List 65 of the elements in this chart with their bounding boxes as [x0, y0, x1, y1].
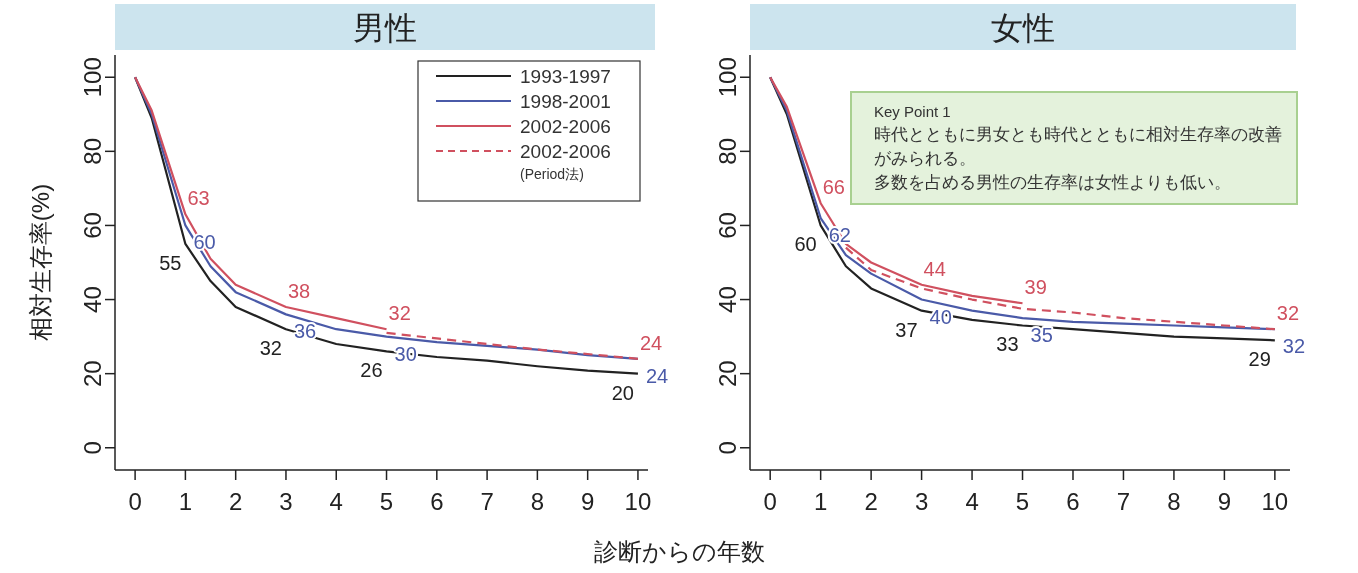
data-label: 20	[611, 381, 634, 404]
x-tick-label: 9	[1217, 488, 1232, 515]
annotation: 多数を占める男性の生存率は女性よりも低い。	[874, 172, 1232, 194]
x-tick-label: 1	[813, 488, 828, 515]
y-tick-label: 20	[714, 360, 742, 388]
legend-label: 1993-1997	[520, 66, 611, 87]
data-label: 37	[895, 318, 918, 341]
y-tick-label: 0	[79, 441, 107, 455]
data-label: 24	[645, 364, 669, 387]
y-tick-label: 60	[714, 212, 742, 239]
x-tick-label: 10	[624, 488, 652, 515]
x-tick-label: 1	[178, 488, 193, 515]
x-tick-label: 10	[1261, 488, 1289, 515]
y-tick-label: 80	[79, 137, 107, 165]
x-tick-label: 8	[1167, 488, 1181, 515]
x-tick-label: 6	[1066, 488, 1080, 515]
x-tick-label: 3	[914, 488, 929, 515]
data-label: 39	[1024, 276, 1047, 299]
data-label: 55	[159, 251, 182, 274]
data-label: 35	[1030, 324, 1053, 347]
data-label: 66	[822, 176, 845, 199]
data-label: 38	[287, 279, 311, 302]
data-label: 29	[1248, 348, 1271, 371]
data-label: 32	[388, 302, 411, 325]
data-label: 32	[1282, 335, 1306, 358]
x-tick-label: 5	[1015, 488, 1030, 515]
annotation: 時代とともに男女とも時代とともに相対生存率の改善がみられる。	[874, 124, 1283, 170]
legend-label: 1998-2001	[520, 91, 611, 112]
data-label: 24	[639, 331, 663, 354]
y-tick-label: 40	[714, 286, 742, 313]
x-tick-label: 0	[128, 488, 142, 515]
y-axis-title: 相対生存率(%)	[26, 183, 54, 342]
x-tick-label: 9	[580, 488, 595, 515]
x-tick-label: 2	[864, 488, 878, 515]
data-label: 44	[923, 257, 946, 280]
x-tick-label: 5	[379, 488, 394, 515]
x-tick-label: 4	[965, 488, 979, 515]
x-tick-label: 7	[480, 488, 494, 515]
x-tick-label: 6	[430, 488, 444, 515]
legend-label: 2002-2006	[520, 116, 611, 137]
chart-title: 女性	[991, 10, 1055, 46]
x-tick-label: 2	[229, 488, 243, 515]
y-tick-label: 60	[79, 212, 107, 239]
y-tick-label: 40	[79, 286, 107, 313]
data-label: 32	[1276, 302, 1300, 325]
chart-title: 男性	[353, 10, 417, 46]
y-tick-label: 20	[79, 360, 107, 388]
annotation: Key Point 1	[874, 102, 952, 122]
data-label: 26	[360, 359, 383, 382]
data-label: 63	[187, 187, 210, 210]
x-tick-label: 4	[329, 488, 343, 515]
x-tick-label: 0	[763, 488, 777, 515]
data-label: 33	[996, 333, 1019, 356]
x-tick-label: 7	[1116, 488, 1131, 515]
y-tick-label: 80	[714, 137, 742, 165]
y-tick-label: 100	[79, 57, 107, 98]
x-axis-title: 診断からの年数	[593, 538, 765, 565]
data-label: 32	[259, 337, 282, 360]
legend-label: 2002-2006 (Period法)	[520, 141, 611, 182]
y-tick-label: 0	[714, 441, 742, 455]
line-series	[385, 331, 640, 360]
y-tick-label: 100	[714, 57, 742, 98]
x-tick-label: 3	[279, 488, 293, 515]
x-tick-label: 8	[530, 488, 545, 515]
data-label: 60	[794, 233, 817, 256]
